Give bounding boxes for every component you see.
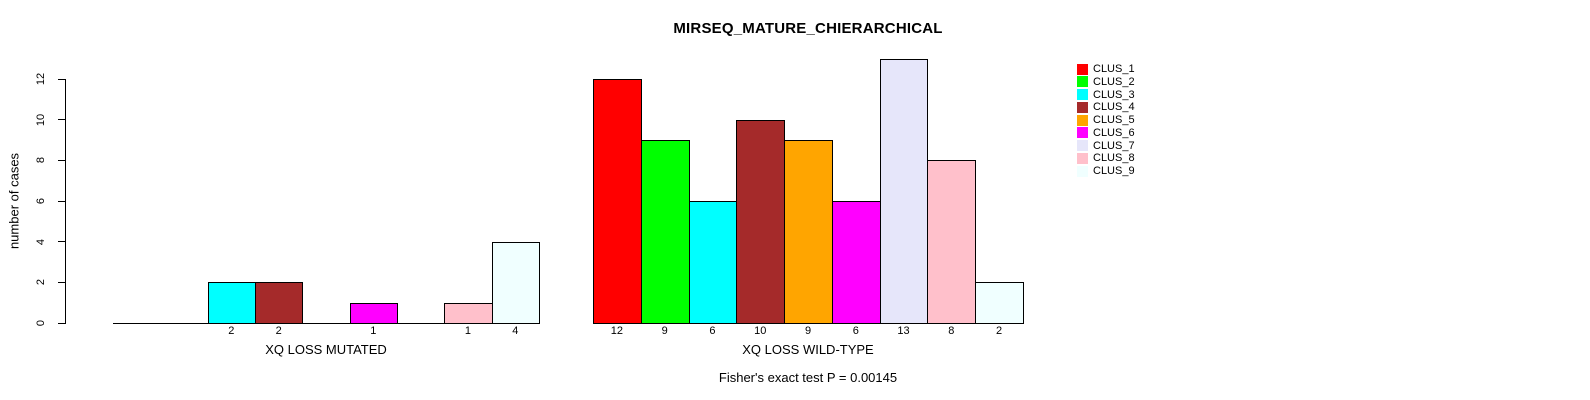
x-axis-label-mutated: XQ LOSS MUTATED xyxy=(265,342,387,357)
legend-swatch-clus_9 xyxy=(1077,165,1088,177)
legend-label: CLUS_1 xyxy=(1093,63,1135,75)
legend-swatch-clus_3 xyxy=(1077,89,1088,100)
legend-label: CLUS_7 xyxy=(1093,139,1135,152)
y-axis-tick xyxy=(58,281,65,283)
chart-title: MIRSEQ_MATURE_CHIERARCHICAL xyxy=(673,20,943,37)
legend-swatch-clus_1 xyxy=(1077,63,1088,75)
bar-clus_2 xyxy=(640,140,690,324)
bar-value-label: 1 xyxy=(464,325,472,337)
bar-clus_9 xyxy=(975,282,1024,324)
legend-swatch-clus_2 xyxy=(1077,76,1088,88)
legend-label: CLUS_2 xyxy=(1093,75,1135,88)
bar-value-label: 6 xyxy=(709,325,716,337)
legend-swatch-clus_5 xyxy=(1077,114,1088,126)
bar-clus_4 xyxy=(254,282,304,324)
legend-label: CLUS_3 xyxy=(1093,88,1135,101)
bar-value-label: 4 xyxy=(512,325,519,337)
x-axis-label-wild-type: XQ LOSS WILD-TYPE xyxy=(742,342,874,357)
bar-clus_3 xyxy=(207,282,256,324)
bar-value-label: 9 xyxy=(661,325,668,337)
y-axis-tick xyxy=(58,119,65,121)
bar-clus_7 xyxy=(879,58,929,324)
bar-value-label: 9 xyxy=(804,325,812,337)
bar-clus_6 xyxy=(831,201,881,324)
bar-clus_6 xyxy=(349,302,398,324)
legend-label: CLUS_4 xyxy=(1093,101,1135,114)
bar-clus_1 xyxy=(593,79,642,324)
fisher-test-annotation: Fisher's exact test P = 0.00145 xyxy=(718,370,898,385)
bar-value-label: 2 xyxy=(228,325,235,337)
legend-swatch-clus_7 xyxy=(1077,140,1088,151)
y-axis-tick xyxy=(58,78,65,80)
y-axis-tick xyxy=(58,322,65,324)
bar-value-label: 12 xyxy=(610,325,623,337)
legend-label: CLUS_8 xyxy=(1093,152,1135,165)
bar-value-label: 10 xyxy=(754,325,767,337)
bar-value-label: 6 xyxy=(852,325,859,337)
bar-value-label: 2 xyxy=(996,325,1003,337)
y-axis-line xyxy=(65,79,66,324)
legend-label: CLUS_5 xyxy=(1093,114,1135,126)
bar-clus_3 xyxy=(688,201,738,324)
bar-value-label: 2 xyxy=(275,325,282,337)
bar-clus_9 xyxy=(491,241,540,324)
x-axis-baseline xyxy=(113,323,540,324)
legend-label: CLUS_6 xyxy=(1093,126,1135,139)
y-axis-tick xyxy=(58,159,65,161)
bar-value-label: 13 xyxy=(897,325,910,337)
legend-label: CLUS_9 xyxy=(1093,165,1135,177)
legend-swatch-clus_8 xyxy=(1077,152,1088,164)
bar-value-label: 8 xyxy=(948,325,955,337)
legend-swatch-clus_6 xyxy=(1077,127,1088,139)
legend-swatch-clus_4 xyxy=(1077,101,1088,113)
y-axis-tick xyxy=(58,241,65,243)
bar-clus_4 xyxy=(736,119,786,324)
bar-value-label: 1 xyxy=(370,325,377,337)
y-axis-tick xyxy=(58,200,65,202)
bar-clus_8 xyxy=(927,160,977,324)
